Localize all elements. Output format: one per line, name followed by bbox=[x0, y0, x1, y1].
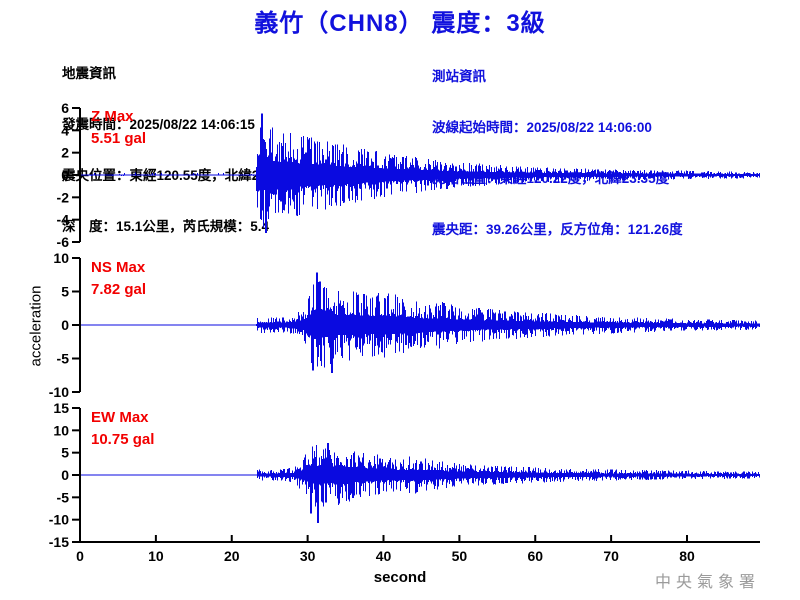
y-tick-label: -4 bbox=[57, 212, 70, 228]
y-tick-label: 0 bbox=[61, 467, 69, 483]
trace-label-ns: NS Max 7.82 gal bbox=[91, 257, 146, 301]
trace-label-ew: EW Max 10.75 gal bbox=[91, 407, 154, 451]
agency-watermark: 中央氣象署 bbox=[655, 574, 761, 591]
earthquake-info-heading: 地震資訊 bbox=[62, 66, 116, 81]
y-tick-label: 10 bbox=[53, 250, 69, 266]
page-title: 義竹（CHN8） 震度：3級 bbox=[254, 10, 546, 37]
y-tick-label: -2 bbox=[57, 189, 70, 205]
y-tick-label: -5 bbox=[57, 351, 70, 367]
trace-ew-name: EW Max bbox=[91, 409, 149, 426]
y-tick-label: -5 bbox=[57, 489, 70, 505]
y-tick-label: 0 bbox=[61, 167, 69, 183]
y-tick-label: 6 bbox=[61, 100, 69, 116]
x-tick-label: 60 bbox=[527, 548, 543, 564]
x-tick-label: 0 bbox=[76, 548, 84, 564]
trace-z-name: Z Max bbox=[91, 108, 134, 125]
y-tick-label: 10 bbox=[53, 422, 69, 438]
y-tick-label: 2 bbox=[61, 145, 69, 161]
trace-ns-max-value: 7.82 gal bbox=[91, 281, 147, 298]
x-axis-label: second bbox=[373, 569, 427, 586]
x-tick-label: 30 bbox=[300, 548, 316, 564]
epicenter-location-line: 震央位置：東經120.55度，北緯23.16度 bbox=[62, 168, 300, 183]
origin-time-line: 發震時間：2025/08/22 14:06:15 bbox=[62, 117, 255, 132]
y-axis-label: acceleration bbox=[27, 285, 45, 367]
x-tick-label: 40 bbox=[376, 548, 392, 564]
waveform-trace-NS bbox=[81, 272, 760, 374]
x-tick-label: 50 bbox=[452, 548, 468, 564]
epicentral-distance-line: 震央距：39.26公里，反方位角：121.26度 bbox=[432, 222, 683, 237]
y-tick-label: 5 bbox=[61, 445, 69, 461]
x-tick-label: 20 bbox=[224, 548, 240, 564]
y-tick-label: 15 bbox=[53, 400, 69, 416]
depth-magnitude-line: 深 度：15.1公里，芮氏規模：5.4 bbox=[62, 219, 270, 234]
y-tick-label: 4 bbox=[61, 122, 69, 138]
x-tick-label: 70 bbox=[603, 548, 619, 564]
x-tick-label: 10 bbox=[148, 548, 164, 564]
y-tick-label: -6 bbox=[57, 234, 70, 250]
y-tick-label: -10 bbox=[49, 384, 69, 400]
trace-ew-max-value: 10.75 gal bbox=[91, 431, 155, 448]
x-tick-label: 80 bbox=[679, 548, 695, 564]
waveform-trace-Z bbox=[81, 113, 760, 234]
wave-start-time-line: 波線起始時間：2025/08/22 14:06:00 bbox=[432, 120, 652, 135]
station-info-heading: 測站資訊 bbox=[432, 69, 486, 84]
trace-z-max-value: 5.51 gal bbox=[91, 130, 147, 147]
y-tick-label: 0 bbox=[61, 317, 69, 333]
y-tick-label: 5 bbox=[61, 284, 69, 300]
earthquake-info-block: 地震資訊 發震時間：2025/08/22 14:06:15 震央位置：東經120… bbox=[62, 31, 299, 269]
y-tick-label: -15 bbox=[49, 534, 69, 550]
waveform-trace-EW bbox=[81, 442, 760, 523]
y-tick-label: -10 bbox=[49, 512, 69, 528]
trace-ns-name: NS Max bbox=[91, 259, 146, 276]
trace-label-z: Z Max 5.51 gal bbox=[91, 106, 146, 150]
